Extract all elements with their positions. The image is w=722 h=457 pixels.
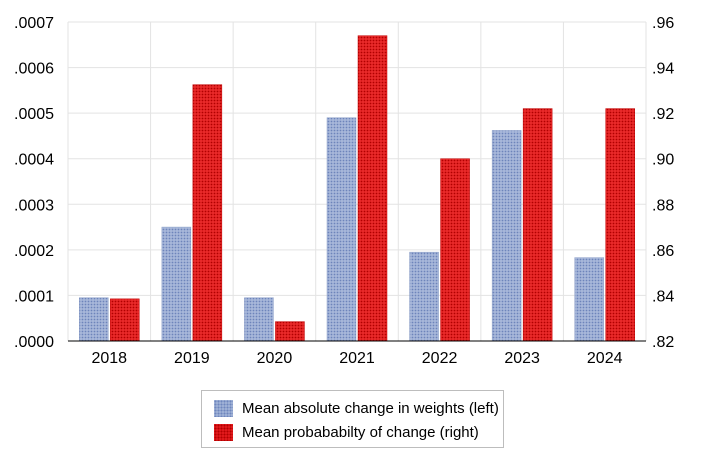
right-tick-label: .90 [652,152,674,169]
bar-chart: .0000 .0001 .0002 .0003 .0004 .0005 .0006 .0007… [14,15,674,367]
left-tick-label: .0004 [14,152,54,169]
left-axis: .0000 .0001 .0002 .0003 .0004 .0005 .0006 .0007 [14,15,54,351]
x-tick-label: 2019 [174,350,210,367]
right-tick-label: .92 [652,106,674,123]
bars [79,35,635,342]
left-tick-label: .0002 [14,243,54,260]
bar-probability [357,35,388,342]
x-axis: 2018 2019 2020 2021 2022 2023 2024 [91,350,622,367]
left-tick-label: .0007 [14,15,54,32]
bar-weights [244,297,274,342]
bar-weights [574,257,604,342]
x-tick-label: 2022 [422,350,458,367]
legend: Mean absolute change in weights (left) M… [201,390,504,448]
bar-weights [491,130,522,342]
gridlines [67,21,647,341]
right-tick-label: .88 [652,197,674,214]
legend-item-probability: Mean probababilty of change (right) [214,422,479,442]
bar-probability [275,321,305,342]
right-tick-label: .82 [652,334,674,351]
right-tick-label: .96 [652,15,674,32]
legend-swatch-red [214,423,233,441]
right-tick-label: .84 [652,288,674,305]
x-tick-label: 2018 [91,350,127,367]
bar-probability [110,298,140,342]
bar-weights [326,117,357,342]
left-tick-label: .0006 [14,61,54,78]
right-tick-label: .94 [652,61,674,78]
legend-label-probability: Mean probababilty of change (right) [242,423,479,441]
left-tick-label: .0003 [14,197,54,214]
bar-weights [79,297,109,342]
right-axis: .82 .84 .86 .88 .90 .92 .94 .96 [652,15,674,351]
x-tick-label: 2024 [587,350,623,367]
bar-weights [409,251,439,342]
bar-probability [605,108,635,342]
left-tick-label: .0001 [14,288,54,305]
x-tick-label: 2020 [257,350,293,367]
legend-item-weights: Mean absolute change in weights (left) [214,398,499,418]
left-tick-label: .0000 [14,334,54,351]
right-tick-label: .86 [652,243,674,260]
x-tick-label: 2023 [504,350,540,367]
left-tick-label: .0005 [14,106,54,123]
bar-probability [522,108,553,342]
bar-probability [440,158,470,342]
bar-weights [161,226,192,342]
bar-probability [192,84,223,342]
legend-swatch-blue [214,399,233,417]
legend-label-weights: Mean absolute change in weights (left) [242,399,499,417]
x-tick-label: 2021 [339,350,375,367]
